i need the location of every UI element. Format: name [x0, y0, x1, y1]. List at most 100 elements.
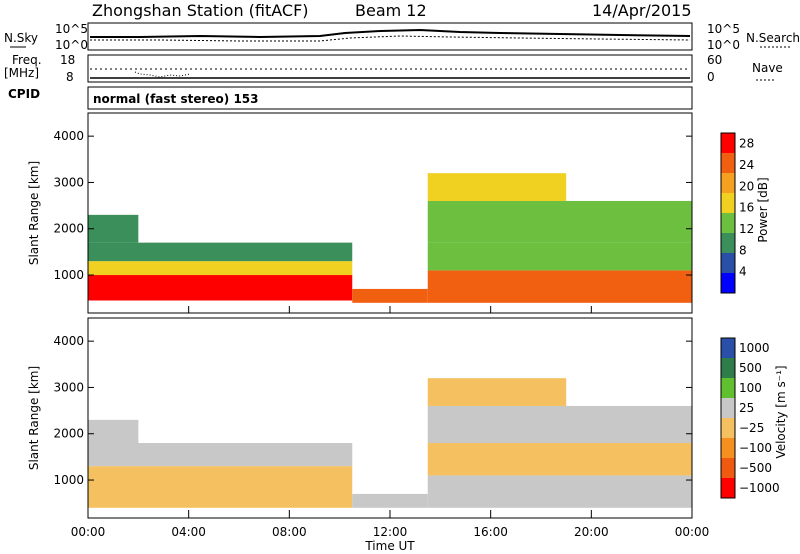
time-axis-label: Time UT: [364, 539, 415, 553]
heatmap-cell: [88, 261, 353, 276]
colorbar-frame: [720, 337, 736, 499]
velocity-colorbar: 1000 500 100 25 −25 −100 −500 −1000: [720, 337, 780, 499]
freq-panel-frame: [87, 54, 693, 83]
colorbar-tick-label: −25: [739, 421, 764, 435]
heatmap-cell: [352, 288, 428, 303]
colorbar-swatch: [721, 213, 735, 234]
colorbar-tick-label: −100: [739, 441, 772, 455]
heatmap-cell: [427, 173, 567, 201]
cpid-value: normal (fast stereo) 153: [93, 92, 259, 106]
colorbar-swatch: [721, 173, 735, 194]
power-y-axis-label: Slant Range [km]: [27, 161, 41, 265]
colorbar-frame: [720, 132, 736, 294]
colorbar-tick-label: 28: [739, 137, 754, 151]
colorbar-tick-label: 8: [739, 243, 747, 257]
freq-scatter-early: [134, 71, 191, 78]
velocity-y-axis-label: Slant Range [km]: [27, 366, 41, 470]
beam-label: Beam 12: [355, 1, 427, 20]
colorbar-swatch: [721, 378, 735, 399]
heatmap-cell: [88, 214, 139, 243]
colorbar-swatch: [721, 418, 735, 439]
colorbar-swatch: [721, 273, 735, 294]
velocity-heatmap-cells: [88, 378, 692, 508]
nave-right-tick-bottom: 0: [707, 70, 715, 84]
date-label: 14/Apr/2015: [592, 1, 692, 20]
colorbar-tick-label: 16: [739, 201, 754, 215]
power-heatmap-cells: [88, 173, 692, 303]
freq-left-tick-top: 18: [60, 53, 75, 67]
colorbar-tick-label: 25: [739, 401, 754, 415]
colorbar-swatch: [721, 253, 735, 274]
x-tick-label: 08:00: [272, 525, 307, 539]
x-tick-label: 16:00: [473, 525, 508, 539]
station-title: Zhongshan Station (fitACF): [92, 1, 309, 20]
y-tick-label: 3000: [53, 175, 84, 189]
cpid-panel-frame: [87, 86, 693, 110]
heatmap-cell: [427, 443, 692, 476]
colorbar-swatch: [721, 458, 735, 479]
velocity-panel: 1000 2000 3000 4000 Slant Range [km]: [27, 317, 693, 519]
colorbar-tick-label: 20: [739, 179, 754, 193]
noise-left-tick-top: 10^5: [55, 22, 88, 36]
heatmap-cell: [427, 270, 692, 303]
colorbar-swatch: [721, 133, 735, 154]
heatmap-cell: [427, 405, 692, 443]
heatmap-cell: [88, 242, 353, 262]
noise-panel-frame: [87, 22, 693, 51]
time-axis: 00:00 04:00 08:00 12:00 16:00 20:00 00:00: [71, 306, 710, 539]
velocity-colorbar-label: Velocity [m s⁻¹]: [774, 365, 788, 458]
colorbar-swatch: [721, 438, 735, 459]
colorbar-tick-label: 12: [739, 222, 754, 236]
power-colorbar: 4 8 12 16 20 24 28: [720, 132, 754, 294]
x-tick-label: 00:00: [675, 525, 710, 539]
heatmap-cell: [427, 242, 692, 271]
noise-left-tick-bottom: 10^0: [55, 38, 88, 52]
colorbar-tick-label: 24: [739, 158, 754, 172]
velocity-y-axis: 1000 2000 3000 4000: [53, 334, 692, 487]
colorbar-swatch: [721, 193, 735, 214]
freq-label-line1: Freq.: [12, 53, 42, 67]
colorbar-tick-label: −500: [739, 461, 772, 475]
y-tick-label: 2000: [53, 427, 84, 441]
nave-label: Nave: [752, 61, 783, 75]
noise-right-tick-bottom: 10^0: [707, 38, 740, 52]
power-panel: 1000 2000 3000 4000 Slant Range [km]: [27, 112, 693, 314]
y-tick-label: 2000: [53, 222, 84, 236]
colorbar-tick-label: 4: [739, 265, 747, 279]
noise-sky-series: [90, 28, 691, 39]
heatmap-cell: [427, 200, 692, 243]
freq-label-line2: [MHz]: [4, 66, 39, 80]
noise-right-tick-top: 10^5: [707, 22, 740, 36]
x-tick-label: 04:00: [171, 525, 206, 539]
colorbar-swatch: [721, 478, 735, 499]
heatmap-cell: [427, 378, 567, 406]
colorbar-swatch: [721, 233, 735, 254]
colorbar-tick-label: 500: [739, 361, 762, 375]
colorbar-swatch: [721, 398, 735, 419]
x-tick-label: 20:00: [574, 525, 609, 539]
power-y-axis: 1000 2000 3000 4000: [53, 129, 692, 282]
colorbar-tick-label: 1000: [739, 341, 770, 355]
noise-search-series: [90, 35, 691, 42]
heatmap-cell: [88, 275, 353, 301]
colorbar-tick-label: −1000: [739, 481, 780, 495]
heatmap-cell: [427, 475, 692, 508]
heatmap-cell: [88, 419, 139, 443]
cpid-label: CPID: [8, 87, 40, 101]
heatmap-cell: [88, 443, 353, 467]
noise-sky-label: N.Sky: [4, 31, 38, 45]
colorbar-swatch: [721, 338, 735, 359]
y-tick-label: 4000: [53, 129, 84, 143]
noise-search-label: N.Search: [746, 31, 800, 45]
heatmap-cell: [88, 466, 353, 508]
x-tick-label: 12:00: [373, 525, 408, 539]
nave-right-tick-top: 60: [707, 53, 722, 67]
colorbar-tick-label: 100: [739, 381, 762, 395]
colorbar-swatch: [721, 358, 735, 379]
power-colorbar-label: Power [dB]: [756, 177, 770, 242]
y-tick-label: 1000: [53, 473, 84, 487]
heatmap-cell: [352, 493, 428, 508]
freq-left-tick-bottom: 8: [66, 70, 74, 84]
colorbar-swatch: [721, 153, 735, 174]
